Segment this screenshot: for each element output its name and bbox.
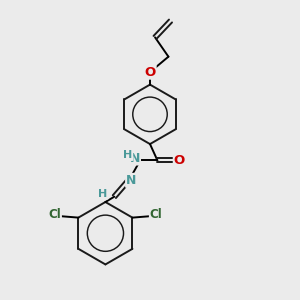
Text: Cl: Cl [150,208,163,221]
Text: N: N [126,174,136,187]
Text: O: O [144,66,156,79]
Text: N: N [130,152,140,164]
Text: O: O [174,154,185,167]
Text: Cl: Cl [48,208,61,221]
Text: H: H [123,150,132,160]
Text: H: H [98,189,108,199]
